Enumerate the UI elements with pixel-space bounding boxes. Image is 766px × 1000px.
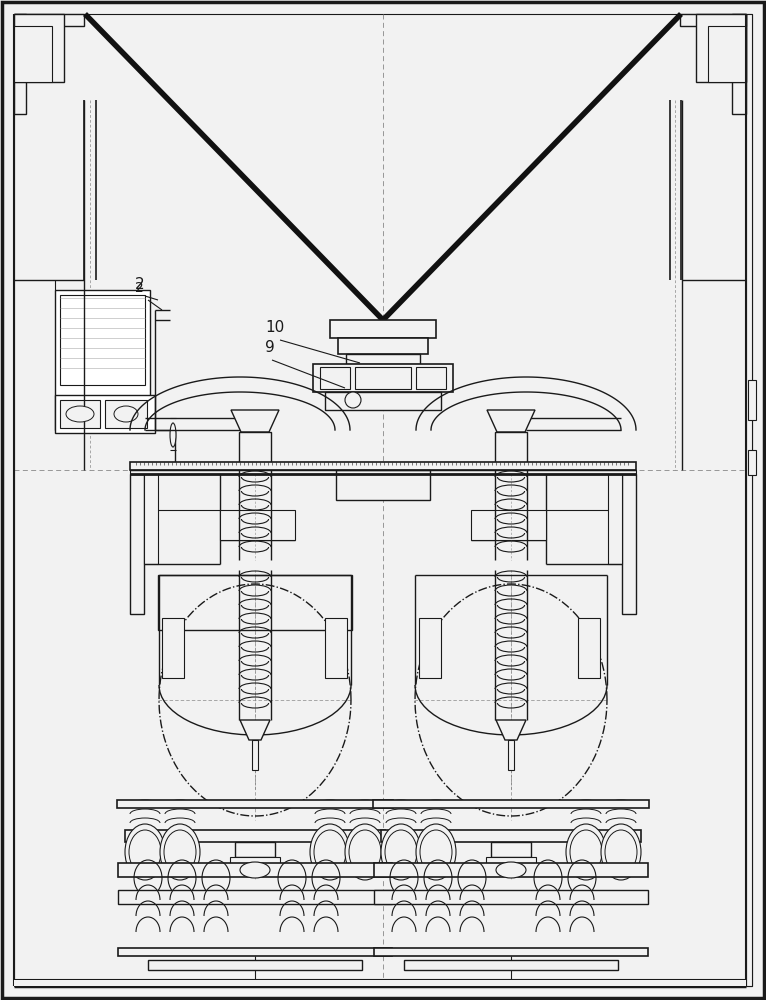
Ellipse shape: [566, 824, 606, 880]
Bar: [14, 980, 746, 986]
Text: 2: 2: [135, 281, 144, 295]
Ellipse shape: [601, 824, 641, 880]
Bar: [60, 400, 100, 428]
Bar: [486, 857, 536, 865]
Bar: [748, 450, 756, 475]
Bar: [14, 14, 64, 82]
Bar: [144, 474, 158, 564]
Bar: [55, 395, 155, 433]
Bar: [508, 740, 514, 770]
Bar: [320, 367, 350, 389]
Bar: [578, 618, 600, 678]
Ellipse shape: [496, 862, 526, 878]
Bar: [220, 510, 295, 540]
Bar: [55, 290, 150, 430]
Ellipse shape: [125, 824, 165, 880]
Bar: [381, 830, 641, 842]
Bar: [608, 474, 622, 564]
Bar: [622, 474, 636, 614]
Bar: [230, 857, 280, 865]
Bar: [125, 830, 385, 842]
Polygon shape: [240, 720, 270, 740]
Text: 9: 9: [265, 340, 275, 355]
Text: 2: 2: [135, 277, 145, 292]
Bar: [148, 960, 362, 970]
Ellipse shape: [66, 406, 94, 422]
Bar: [117, 800, 393, 808]
Ellipse shape: [345, 824, 385, 880]
Bar: [130, 474, 144, 614]
Bar: [130, 462, 636, 470]
Bar: [404, 960, 618, 970]
Bar: [495, 432, 527, 470]
Bar: [105, 400, 147, 428]
Bar: [708, 26, 746, 82]
Bar: [680, 14, 746, 26]
Bar: [118, 948, 392, 956]
Bar: [313, 364, 453, 392]
Bar: [355, 367, 411, 389]
Ellipse shape: [114, 406, 138, 422]
Bar: [239, 432, 271, 470]
Bar: [158, 575, 352, 630]
Ellipse shape: [310, 824, 350, 880]
Bar: [336, 470, 430, 500]
Bar: [374, 863, 648, 877]
Bar: [338, 338, 428, 354]
Polygon shape: [496, 720, 526, 740]
Bar: [130, 470, 636, 474]
Text: 10: 10: [265, 320, 284, 335]
Bar: [732, 14, 746, 114]
Bar: [373, 800, 649, 808]
Bar: [330, 320, 436, 338]
Bar: [419, 618, 441, 678]
Polygon shape: [487, 410, 535, 432]
Ellipse shape: [381, 824, 421, 880]
Bar: [374, 890, 648, 904]
Bar: [346, 354, 420, 364]
Bar: [696, 14, 746, 82]
Bar: [471, 510, 546, 540]
Bar: [162, 618, 184, 678]
Bar: [118, 863, 392, 877]
Ellipse shape: [345, 392, 361, 408]
Bar: [748, 380, 756, 420]
Bar: [60, 295, 145, 385]
Ellipse shape: [170, 423, 176, 447]
Bar: [416, 367, 446, 389]
Bar: [14, 14, 84, 26]
Bar: [325, 618, 347, 678]
Polygon shape: [231, 410, 279, 432]
Bar: [235, 842, 275, 857]
Bar: [14, 14, 26, 114]
Bar: [14, 26, 52, 82]
Bar: [252, 740, 258, 770]
Bar: [118, 890, 392, 904]
Ellipse shape: [240, 862, 270, 878]
Ellipse shape: [160, 824, 200, 880]
Bar: [746, 14, 752, 986]
Ellipse shape: [416, 824, 456, 880]
Bar: [325, 392, 441, 410]
Bar: [491, 842, 531, 857]
Bar: [374, 948, 648, 956]
